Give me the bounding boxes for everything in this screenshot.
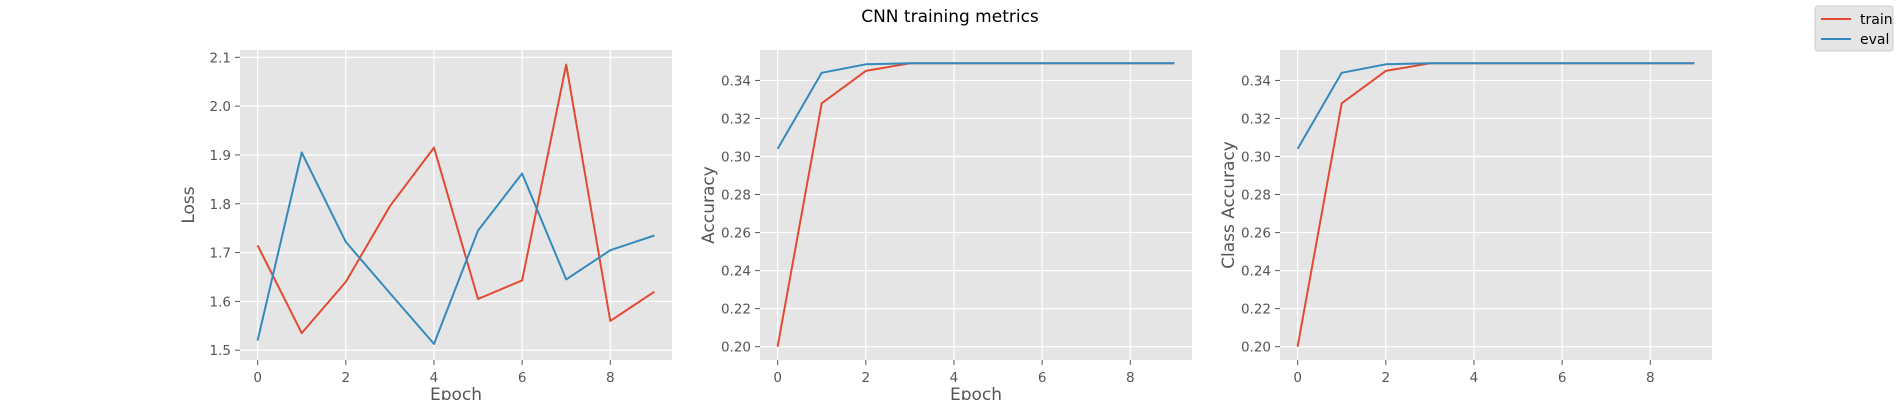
class-accuracy-eval-line [1296, 62, 1695, 150]
loss-plot-area [240, 50, 672, 360]
accuracy-y-axis-label: Accuracy [699, 166, 719, 244]
loss-x-tick-label: 2 [341, 370, 350, 386]
legend-eval-label: eval [1860, 32, 1889, 48]
class-accuracy-y-tick-label: 0.32 [1241, 111, 1271, 127]
accuracy-x-tick-label: 4 [950, 370, 959, 386]
loss-y-tick-label: 1.7 [210, 246, 231, 262]
accuracy-chart: 0 2 4 6 8 0.20 0.22 0.24 0.26 0.28 0.30 0.32 0.34 Epo… [699, 50, 1192, 400]
accuracy-y-tick-label: 0.32 [721, 111, 751, 127]
class-accuracy-x-tick-label: 0 [1293, 370, 1302, 386]
class-accuracy-x-tick-label: 2 [1381, 370, 1390, 386]
accuracy-x-tick-label: 0 [773, 370, 782, 386]
loss-y-tick-label: 1.8 [210, 197, 231, 213]
class-accuracy-x-tick-label: 8 [1646, 370, 1655, 386]
legend: train eval [1814, 5, 1894, 52]
loss-eval-line [256, 151, 655, 345]
class-accuracy-y-tick-label: 0.26 [1241, 226, 1271, 242]
class-accuracy-y-tick-label: 0.28 [1241, 188, 1271, 204]
accuracy-y-tick-label: 0.24 [721, 264, 751, 280]
loss-y-tick-label: 2.0 [210, 99, 231, 115]
loss-y-tick-label: 1.5 [210, 343, 231, 359]
loss-y-tick-label: 1.6 [210, 294, 231, 310]
loss-train-line [256, 63, 655, 335]
loss-chart: 0 2 4 6 8 1.5 1.6 1.7 1.8 1.9 2.0 2.1 Epoch Loss [179, 50, 672, 400]
accuracy-eval-line [776, 62, 1175, 150]
loss-x-tick-label: 4 [430, 370, 439, 386]
loss-x-tick-label: 0 [253, 370, 262, 386]
accuracy-x-tick-label: 2 [861, 370, 870, 386]
legend-train-label: train [1860, 12, 1893, 28]
accuracy-plot-area [760, 50, 1192, 360]
class-accuracy-y-tick-label: 0.30 [1241, 150, 1271, 166]
accuracy-y-tick-label: 0.22 [721, 302, 751, 318]
accuracy-y-tick-label: 0.28 [721, 188, 751, 204]
accuracy-x-tick-label: 8 [1126, 370, 1135, 386]
class-accuracy-y-tick-label: 0.22 [1241, 302, 1271, 318]
class-accuracy-y-tick-label: 0.24 [1241, 264, 1271, 280]
loss-x-tick-label: 8 [606, 370, 615, 386]
accuracy-y-tick-label: 0.26 [721, 226, 751, 242]
loss-x-axis-label: Epoch [430, 385, 482, 400]
class-accuracy-plot-area [1280, 50, 1712, 360]
loss-x-tick-label: 6 [518, 370, 527, 386]
loss-y-tick-label: 1.9 [210, 148, 231, 164]
figure-title: CNN training metrics [861, 7, 1039, 27]
accuracy-x-tick-label: 6 [1038, 370, 1047, 386]
class-accuracy-y-tick-label: 0.34 [1241, 73, 1271, 89]
loss-y-axis-label: Loss [179, 186, 199, 223]
accuracy-y-tick-label: 0.34 [721, 73, 751, 89]
class-accuracy-y-tick-label: 0.20 [1241, 340, 1271, 356]
class-accuracy-x-tick-label: 6 [1558, 370, 1567, 386]
class-accuracy-chart: 0 2 4 6 8 0.20 0.22 0.24 0.26 0.28 0.30 0.32 0.34 Cla… [1219, 50, 1712, 386]
accuracy-y-tick-label: 0.30 [721, 150, 751, 166]
class-accuracy-x-tick-label: 4 [1470, 370, 1479, 386]
accuracy-y-tick-label: 0.20 [721, 340, 751, 356]
accuracy-x-axis-label: Epoch [950, 385, 1002, 400]
class-accuracy-y-axis-label: Class Accuracy [1219, 141, 1239, 269]
loss-y-tick-label: 2.1 [210, 50, 231, 66]
